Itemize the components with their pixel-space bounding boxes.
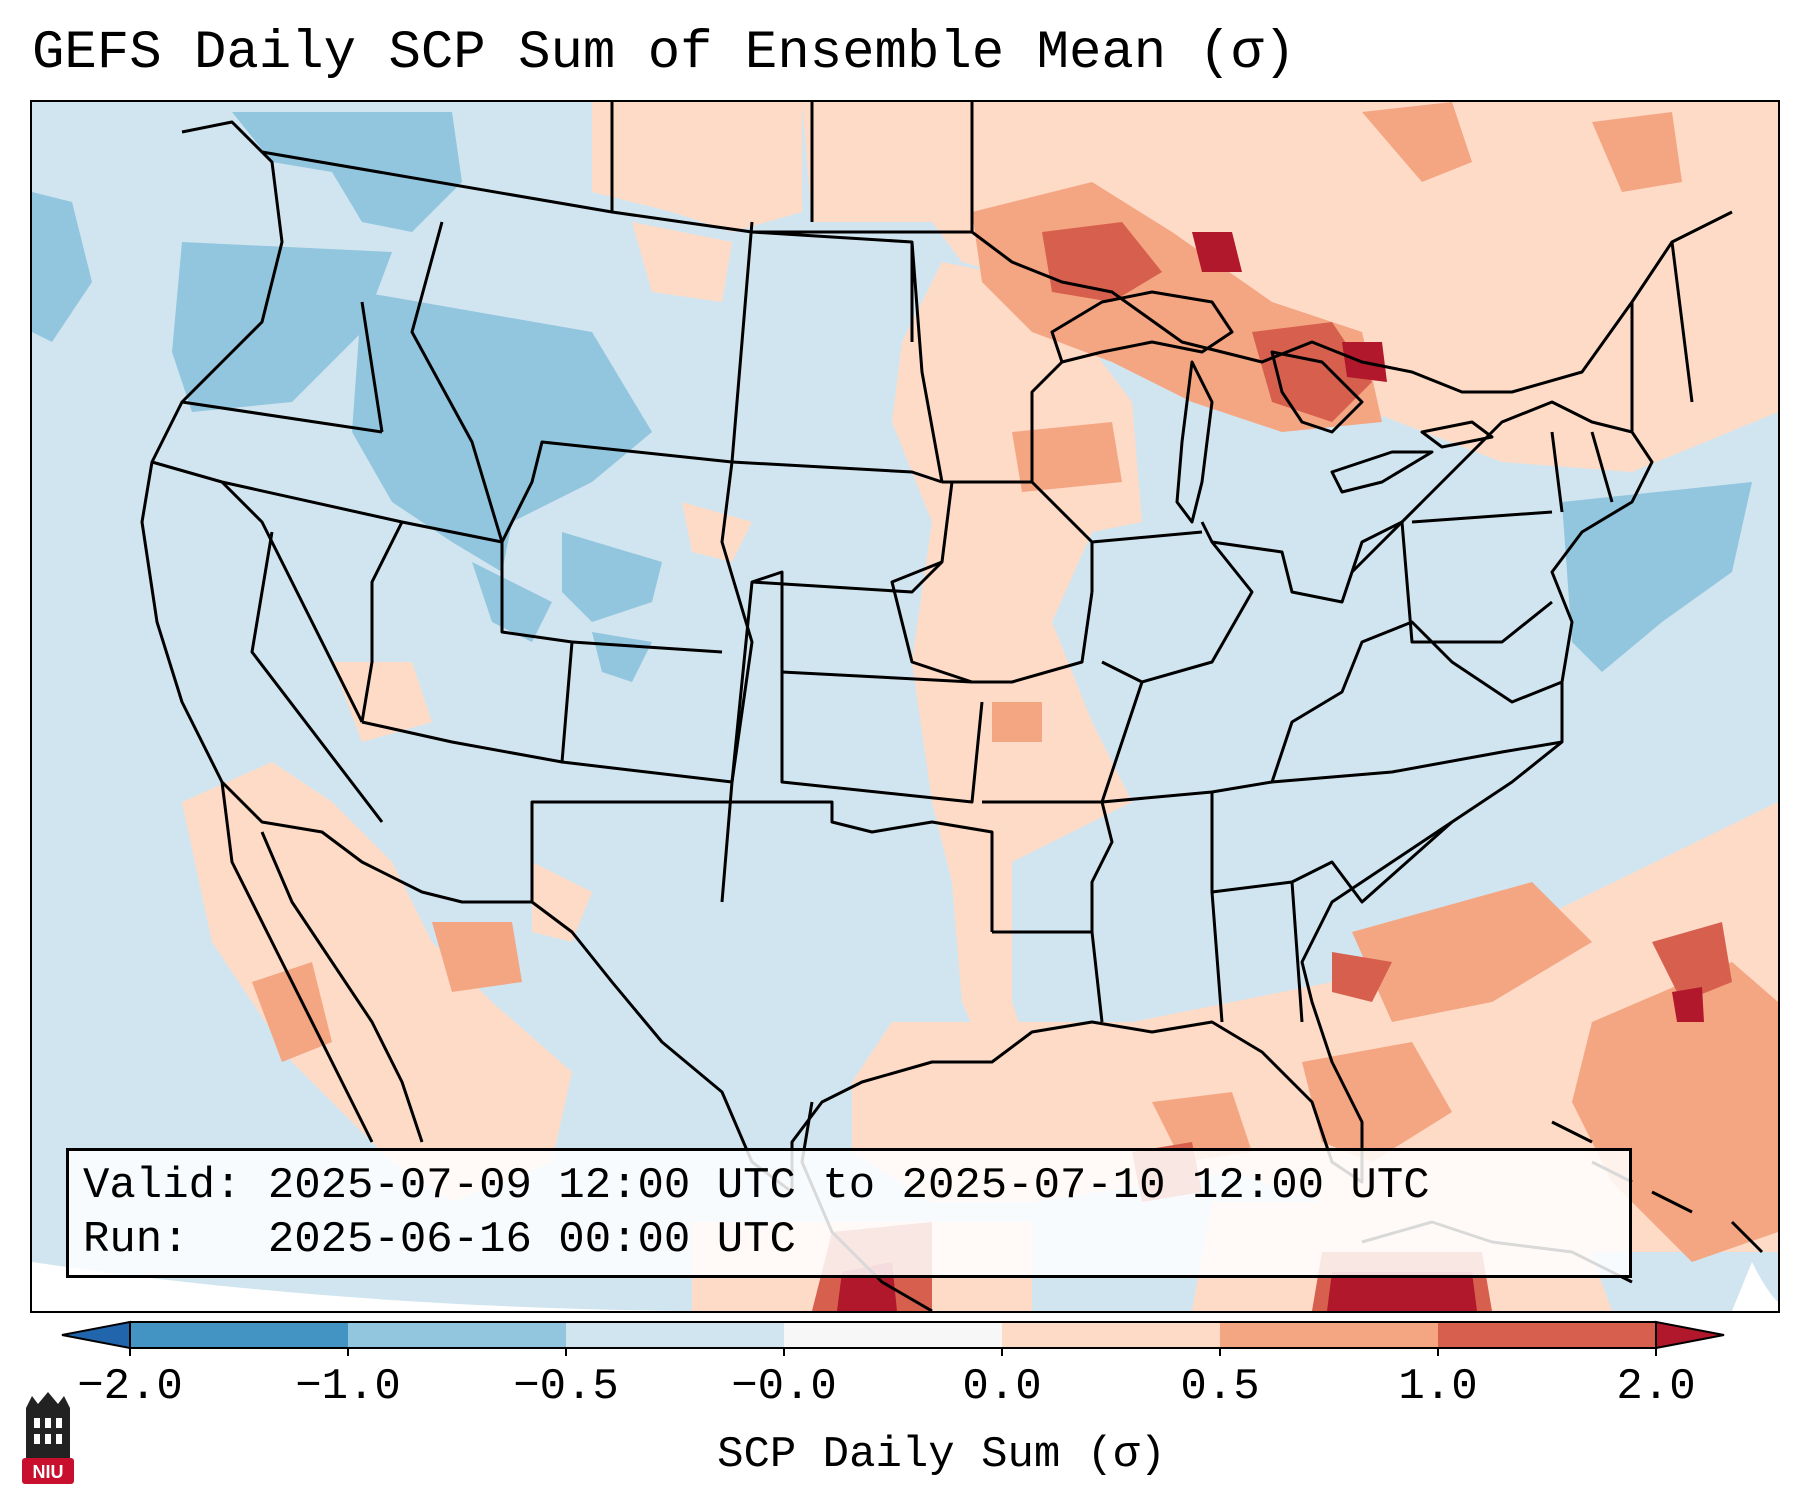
colorbar-bin bbox=[348, 1322, 567, 1348]
colorbar-extend-under bbox=[61, 1320, 131, 1350]
map-panel bbox=[30, 100, 1780, 1313]
colorbar-bin bbox=[784, 1322, 1003, 1348]
lake-ontario bbox=[1420, 420, 1494, 449]
logo-text: NIU bbox=[33, 1462, 64, 1482]
lake-superior bbox=[1050, 290, 1234, 364]
state-boundaries bbox=[140, 102, 1764, 1311]
chart-title: GEFS Daily SCP Sum of Ensemble Mean (σ) bbox=[32, 23, 1296, 84]
projection-edge bbox=[32, 1262, 682, 1311]
colorbar-tick-label: −2.0 bbox=[77, 1362, 183, 1412]
run-label: Run: bbox=[83, 1215, 189, 1265]
lake-erie bbox=[1330, 450, 1434, 494]
colorbar-bin bbox=[566, 1322, 785, 1348]
neg-anomaly-regions bbox=[32, 112, 1752, 682]
colorbar-tick-label: −0.0 bbox=[731, 1362, 837, 1412]
colorbar-tick-label: 0.0 bbox=[962, 1362, 1042, 1412]
colorbar-extend-over bbox=[1655, 1320, 1725, 1350]
colorbar-bin bbox=[1438, 1322, 1657, 1348]
colorbar-tick-label: 2.0 bbox=[1616, 1362, 1696, 1412]
colorbar-frame bbox=[129, 1321, 1657, 1349]
lake-michigan bbox=[1175, 360, 1214, 524]
validity-info-box: Valid: 2025-07-09 12:00 UTC to 2025-07-1… bbox=[66, 1148, 1632, 1278]
colorbar-tick-label: 0.5 bbox=[1180, 1362, 1260, 1412]
projection-edge bbox=[1732, 1262, 1778, 1311]
colorbar-label: SCP Daily Sum (σ) bbox=[717, 1430, 1166, 1480]
us-outline bbox=[140, 120, 1654, 1194]
colorbar-tick-label: 1.0 bbox=[1398, 1362, 1478, 1412]
colorbar-bin bbox=[1220, 1322, 1439, 1348]
lake-huron bbox=[1270, 350, 1364, 434]
canada-border bbox=[261, 150, 1733, 394]
colorbar-tick-label: −0.5 bbox=[513, 1362, 619, 1412]
run-time: 2025-06-16 00:00 UTC bbox=[267, 1215, 796, 1265]
colorbar bbox=[61, 1320, 1725, 1356]
colorbar-bin bbox=[130, 1322, 349, 1348]
valid-label: Valid: bbox=[83, 1161, 242, 1211]
colorbar-bin bbox=[1002, 1322, 1221, 1348]
pos-mid-regions bbox=[252, 102, 1778, 1262]
valid-time-range: 2025-07-09 12:00 UTC to 2025-07-10 12:00… bbox=[267, 1161, 1430, 1211]
baja-west bbox=[220, 781, 374, 1143]
colorbar-tick-label: −1.0 bbox=[295, 1362, 401, 1412]
niu-logo: NIU bbox=[22, 1392, 74, 1484]
baja-coast bbox=[260, 831, 424, 1143]
